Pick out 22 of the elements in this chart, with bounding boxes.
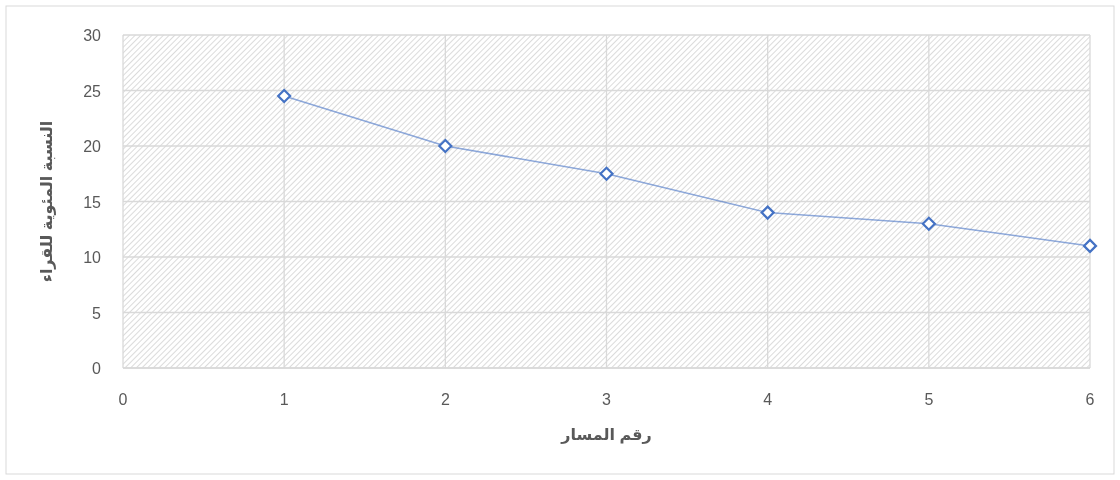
x-axis-title: رقم المسار (560, 426, 652, 444)
point (438, 138, 453, 154)
point (1082, 238, 1098, 253)
y-tick-label: 20 (83, 138, 102, 155)
x-tick-label: 3 (602, 391, 612, 408)
x-tick-label: 2 (440, 391, 450, 408)
y-tick-label: 15 (83, 193, 102, 211)
y-axis-title: النسبة المئوية للقراء (38, 120, 56, 283)
point (599, 166, 614, 181)
y-tick-label: 25 (83, 82, 102, 100)
y-tick-label: 10 (83, 249, 102, 266)
x-tick-label: 5 (924, 391, 934, 408)
point (760, 205, 775, 220)
y-tick-label: 5 (92, 304, 102, 322)
y-tick-label: 30 (83, 27, 102, 44)
y-tick-label: 0 (92, 360, 102, 377)
point (921, 216, 936, 231)
x-tick-label: 0 (118, 391, 128, 408)
x-tick-label: 6 (1085, 391, 1095, 408)
x-tick-label: 1 (279, 391, 289, 408)
point (277, 88, 292, 104)
x-tick-label: 4 (763, 391, 773, 408)
